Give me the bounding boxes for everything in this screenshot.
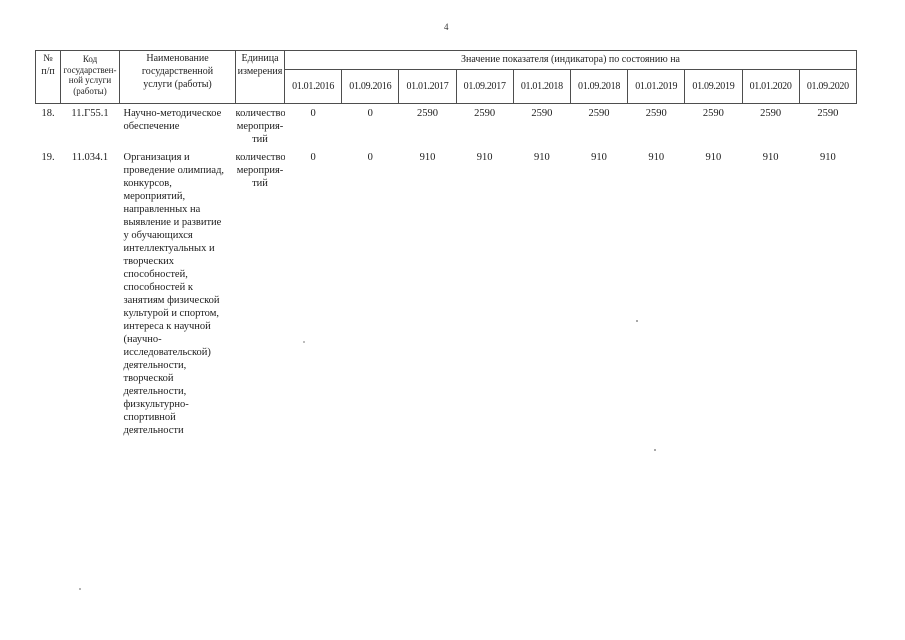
- header-date: 01.09.2020: [798, 69, 858, 104]
- table-row-19: 19. 11.034.1 Организация и проведение ол…: [36, 146, 857, 437]
- value-cell: 0: [367, 108, 373, 119]
- value-cell: 2590: [645, 108, 667, 119]
- header-date: 01.01.2018: [512, 69, 571, 104]
- value-cell: 910: [762, 152, 779, 163]
- header-num: № п/п: [35, 50, 61, 104]
- value-cell: 2590: [760, 108, 782, 119]
- header-date: 01.01.2016: [283, 69, 343, 104]
- header-date: 01.09.2018: [569, 69, 629, 104]
- row-num: 19.: [41, 152, 55, 163]
- row-num: 18.: [41, 108, 55, 119]
- header-date: 01.09.2019: [684, 69, 743, 104]
- value-cell: 2590: [817, 108, 839, 119]
- value-cell: 2590: [702, 108, 724, 119]
- table-header: № п/п Код государствен- ной услуги (рабо…: [35, 50, 858, 104]
- header-unit: Единица измерения: [235, 50, 285, 104]
- header-date: 01.01.2020: [741, 69, 800, 104]
- header-date: 01.09.2017: [455, 69, 514, 104]
- value-cell: 910: [591, 152, 607, 163]
- value-cell: 910: [476, 152, 493, 163]
- service-name: Научно-методическое обеспечение: [123, 108, 222, 132]
- value-cell: 910: [533, 152, 550, 163]
- value-cell: 0: [367, 152, 373, 163]
- header-service-name: Наименование государственной услуги (раб…: [119, 50, 236, 104]
- value-cell: 0: [310, 108, 316, 119]
- scan-speck: [636, 320, 638, 322]
- value-cell: 2590: [588, 108, 610, 119]
- scan-speck: [654, 449, 656, 451]
- value-cell: 0: [310, 152, 316, 163]
- value-cell: 910: [648, 152, 665, 163]
- table-row-18: 18. 11.Г55.1 Научно-методическое обеспеч…: [36, 104, 857, 147]
- scan-speck: [79, 588, 81, 590]
- value-cell: 2590: [416, 108, 438, 119]
- value-cell: 2590: [474, 108, 496, 119]
- scan-speck: [303, 341, 305, 343]
- header-service-code: Код государствен- ной услуги (работы): [60, 50, 120, 104]
- header-date: 01.01.2017: [398, 69, 457, 104]
- indicator-values-table: № п/п Код государствен- ной услуги (рабо…: [35, 50, 858, 437]
- value-cell: 2590: [531, 108, 553, 119]
- unit-of-measure: количество мероприя- тий: [235, 108, 285, 145]
- header-date: 01.01.2019: [627, 69, 686, 104]
- value-cell: 910: [705, 152, 722, 163]
- page-number: 4: [444, 22, 449, 32]
- unit-of-measure: количество мероприя- тий: [235, 152, 285, 189]
- service-code: 11.034.1: [71, 152, 109, 163]
- service-code: 11.Г55.1: [71, 108, 109, 119]
- header-date: 01.09.2016: [341, 69, 400, 104]
- header-values-group: Значение показателя (индикатора) по сост…: [284, 50, 857, 70]
- service-name: Организация и проведение олимпиад, конку…: [123, 152, 225, 436]
- value-cell: 910: [819, 152, 836, 163]
- value-cell: 910: [419, 152, 436, 163]
